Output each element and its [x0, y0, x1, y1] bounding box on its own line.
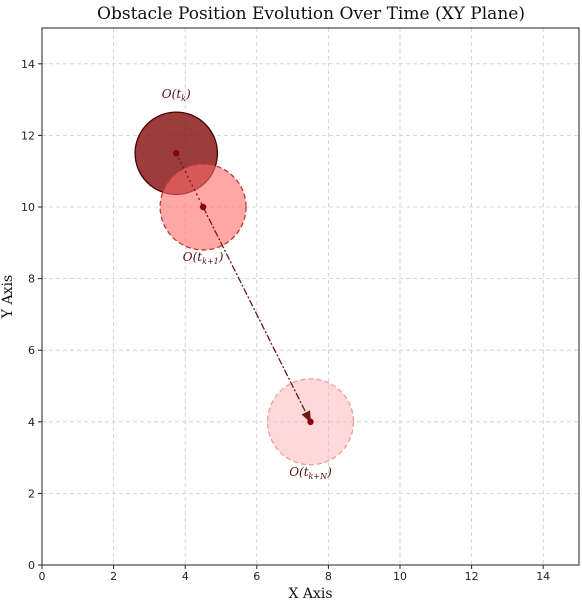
grid: [41, 28, 579, 566]
obstacle-labels: O(tk) O(tk+1) O(tk+N): [162, 87, 332, 481]
obstacle-center-0: [173, 150, 180, 157]
y-tick-label: 10: [21, 201, 35, 214]
x-tick-label: 8: [325, 570, 332, 583]
x-tick-label: 10: [393, 570, 407, 583]
axis-ticks: 0 2 4 6 8 10 12 14 0 2 4 6 8 10 12 14: [21, 58, 550, 583]
x-tick-label: 2: [110, 570, 117, 583]
obstacle-label-0: O(tk): [162, 87, 191, 103]
obstacle-label-1: O(tk+1): [183, 250, 224, 266]
chart-title: Obstacle Position Evolution Over Time (X…: [97, 4, 525, 24]
obstacle-centers: [173, 150, 314, 425]
y-tick-label: 12: [21, 129, 35, 142]
y-tick-label: 0: [28, 559, 35, 572]
trajectory-arrow-1: [202, 206, 312, 423]
y-tick-label: 6: [28, 344, 35, 357]
trajectory-arrow-0: [175, 153, 204, 208]
trajectory-arrows: [175, 153, 312, 423]
y-axis-label: Y Axis: [0, 275, 16, 319]
obstacle-center-1: [199, 203, 207, 211]
x-tick-label: 6: [253, 570, 260, 583]
x-tick-label: 0: [39, 570, 46, 583]
x-tick-label: 14: [536, 570, 550, 583]
x-axis-label: X Axis: [288, 586, 332, 602]
obstacle-center-2: [307, 418, 314, 425]
y-tick-label: 14: [21, 58, 35, 71]
obstacle-label-2: O(tk+N): [289, 465, 332, 481]
y-tick-label: 8: [28, 273, 35, 286]
x-tick-label: 4: [182, 570, 189, 583]
y-tick-label: 4: [28, 416, 35, 429]
y-tick-label: 2: [28, 487, 35, 500]
plot-frame: [41, 27, 580, 566]
x-tick-label: 12: [465, 570, 479, 583]
